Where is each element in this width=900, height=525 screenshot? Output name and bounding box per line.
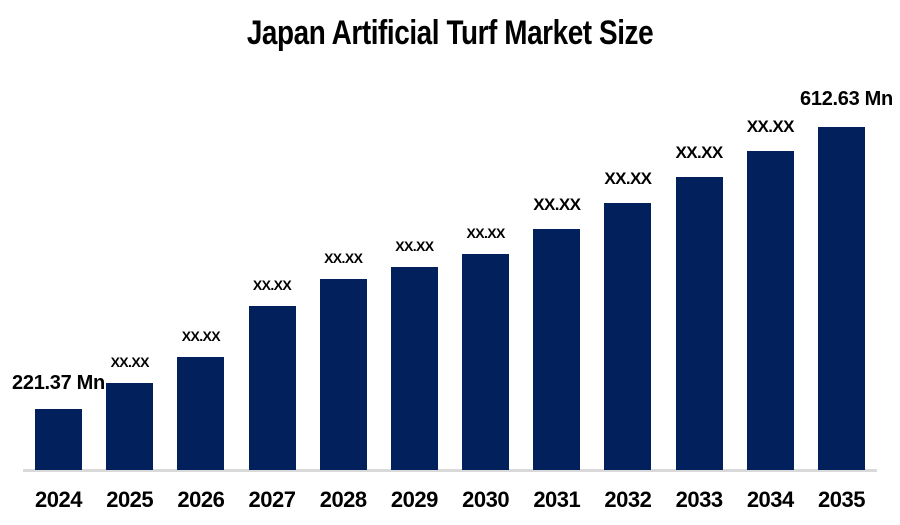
x-tick-2024: 2024 <box>35 487 82 512</box>
value-label-2030: XX.XX <box>466 225 505 241</box>
bar-2032 <box>604 203 652 470</box>
bar-2035 <box>818 127 865 470</box>
x-tick-2029: 2029 <box>390 487 438 512</box>
x-tick-2025: 2025 <box>106 487 154 512</box>
x-tick-2030: 2030 <box>462 487 510 512</box>
value-label-2025: XX.XX <box>110 354 150 370</box>
value-label-2024: 221.37 Mn <box>12 372 105 394</box>
chart-title: Japan Artificial Turf Market Size <box>246 14 654 52</box>
x-tick-2027: 2027 <box>248 487 296 512</box>
value-label-2029: XX.XX <box>395 238 434 254</box>
value-label-2035: 612.63 Mn <box>800 88 893 110</box>
bar-2025 <box>106 383 154 470</box>
x-tick-2032: 2032 <box>604 487 652 512</box>
value-label-2032: XX.XX <box>604 169 652 188</box>
bar-2026 <box>177 357 225 470</box>
bar-2034 <box>746 151 794 470</box>
bar-2033 <box>675 177 723 470</box>
x-tick-2031: 2031 <box>533 487 581 512</box>
x-tick-2033: 2033 <box>675 487 723 512</box>
bar-2030 <box>462 254 510 470</box>
value-label-2027: XX.XX <box>252 277 292 293</box>
value-label-2026: XX.XX <box>181 328 221 344</box>
value-label-2028: XX.XX <box>324 250 363 266</box>
bar-2029 <box>390 267 438 470</box>
x-tick-2026: 2026 <box>177 487 225 512</box>
bar-2024 <box>35 409 82 470</box>
value-label-2031: XX.XX <box>533 195 581 214</box>
bar-2027 <box>248 306 296 470</box>
x-tick-2034: 2034 <box>746 487 794 512</box>
value-label-2034: XX.XX <box>746 117 795 136</box>
bar-2031 <box>533 229 581 470</box>
x-tick-2035: 2035 <box>818 487 865 512</box>
x-tick-2028: 2028 <box>319 487 367 512</box>
value-label-2033: XX.XX <box>675 143 724 162</box>
x-axis-line <box>23 469 877 472</box>
bar-2028 <box>319 279 367 470</box>
